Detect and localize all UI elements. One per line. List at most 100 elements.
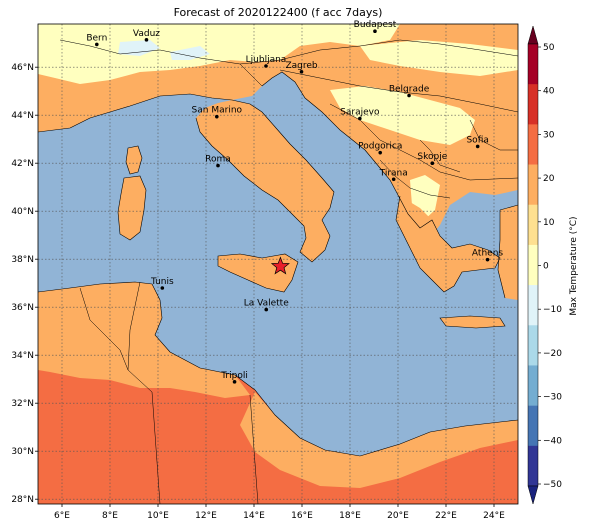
north-africa-warm-zone	[38, 282, 250, 398]
colorbar-tick-label: 40	[543, 87, 555, 97]
colorbar-tick-label: 0	[543, 262, 549, 272]
city-label: Tunis	[150, 277, 174, 287]
city-label: Tirana	[379, 168, 408, 178]
city-label: Ljubljana	[246, 55, 287, 65]
coastlines	[38, 71, 518, 457]
city-dot	[485, 257, 490, 262]
lon-tick-label: 16°E	[291, 511, 313, 521]
lat-tick-label: 40°N	[11, 207, 34, 217]
colorbar-bin	[528, 365, 538, 406]
lon-tick-label: 20°E	[387, 511, 409, 521]
city-dot	[430, 161, 435, 165]
north-africa-warm-zone-2	[240, 392, 518, 488]
colorbar-label: Max Temperature (°C)	[569, 216, 579, 315]
colorbar-bottom-extend	[527, 485, 539, 505]
corsica	[126, 146, 142, 174]
colorbar-tick-label: −10	[543, 305, 562, 315]
city-dot	[232, 380, 237, 384]
lon-tick-label: 22°E	[435, 511, 457, 521]
colorbar-tick-label: −30	[543, 393, 562, 403]
alps-cool-zone	[38, 24, 400, 84]
lon-tick-label: 12°E	[195, 511, 217, 521]
colorbar-tick-label: 10	[543, 218, 555, 228]
city-label: Vaduz	[133, 29, 160, 39]
turkey-coast	[498, 205, 518, 300]
star-icon	[270, 256, 290, 275]
city-dot	[160, 286, 165, 290]
colorbar-bin	[528, 325, 538, 366]
lat-tick-label: 28°N	[11, 495, 34, 505]
colorbar-bin	[528, 44, 538, 85]
city-label: La Valette	[244, 299, 289, 309]
city-dot	[216, 163, 220, 168]
map-title: Forecast of 2020122400 (f acc 7days)	[173, 6, 383, 19]
city-dot	[475, 144, 480, 149]
colorbar-tick-label: −20	[543, 349, 562, 359]
lat-tick-label: 44°N	[11, 111, 34, 121]
colorbar-tick-label: 20	[543, 174, 555, 184]
lon-tick-label: 10°E	[147, 511, 169, 521]
city-dot	[358, 116, 362, 121]
city-label: Sarajevo	[340, 108, 380, 118]
colorbar-bin	[528, 164, 538, 206]
city-label: Athens	[472, 249, 503, 259]
city-dot	[215, 114, 219, 119]
colorbar-tick-label: 30	[543, 130, 555, 140]
lat-tick-label: 30°N	[11, 447, 34, 457]
colorbar-bin	[528, 244, 538, 286]
colorbar-bin	[528, 124, 538, 165]
colorbar-tick-label: −40	[543, 436, 562, 446]
lat-tick-label: 34°N	[11, 351, 34, 361]
lat-tick-label: 46°N	[11, 63, 34, 73]
latitude-ticks: 28°N 30°N 32°N 34°N 36°N 38°N 40°N 42°N 44°N 46°N	[11, 63, 38, 505]
lon-tick-label: 6°E	[54, 511, 70, 521]
lat-tick-label: 42°N	[11, 159, 34, 169]
city-label: Podgorica	[358, 142, 402, 152]
colorbar-bin	[528, 84, 538, 125]
lat-tick-label: 32°N	[11, 399, 34, 409]
lon-tick-label: 14°E	[243, 511, 265, 521]
city-label: Budapest	[354, 20, 397, 30]
city-dot	[264, 64, 268, 68]
country-borders	[59, 39, 518, 504]
colorbar-tick-label: −50	[543, 480, 562, 490]
city-dot	[144, 38, 149, 42]
colorbar-bin	[528, 204, 538, 246]
star-marker	[270, 256, 290, 275]
city-label: Skopje	[417, 152, 447, 162]
city-label: Zagreb	[285, 61, 317, 71]
sardinia	[118, 176, 146, 240]
lat-tick-label: 38°N	[11, 255, 34, 265]
colorbar-bin	[528, 405, 538, 447]
longitude-ticks: 6°E 8°E 10°E 12°E 14°E 16°E 18°E 20°E 22°E 24°E	[54, 504, 505, 521]
map-frame	[37, 23, 519, 505]
balkan-cool-zone	[330, 86, 475, 145]
colorbar-bin	[528, 445, 538, 487]
colorbar-bin	[528, 285, 538, 326]
city-dot	[407, 93, 411, 98]
alps-cold-patch	[118, 40, 160, 56]
city-dot	[378, 150, 383, 155]
map-gridlines	[38, 24, 518, 504]
city-label: Sofia	[466, 135, 488, 145]
city-dot	[299, 69, 304, 74]
lat-tick-label: 36°N	[11, 303, 34, 313]
lon-tick-label: 8°E	[102, 511, 118, 521]
crete	[440, 316, 505, 328]
hungary-cool-zone	[360, 40, 518, 76]
city-label: Roma	[205, 155, 231, 165]
colorbar-top-extend	[527, 25, 539, 45]
city-label: Tripoli	[220, 371, 248, 381]
city-dot	[391, 177, 396, 182]
lon-tick-label: 24°E	[483, 511, 505, 521]
lon-tick-label: 18°E	[339, 511, 361, 521]
city-label: Belgrade	[389, 85, 430, 95]
alps-cold-patch-2	[170, 46, 210, 60]
city-dot	[264, 307, 269, 312]
city-dot	[95, 42, 99, 47]
city-dot	[373, 29, 377, 33]
colorbar-tick-label: 50	[543, 43, 555, 53]
colorbar: 50 40 30 20 10 0 −10 −20 −30 −40 −50 Max Temperatur…	[527, 25, 579, 505]
